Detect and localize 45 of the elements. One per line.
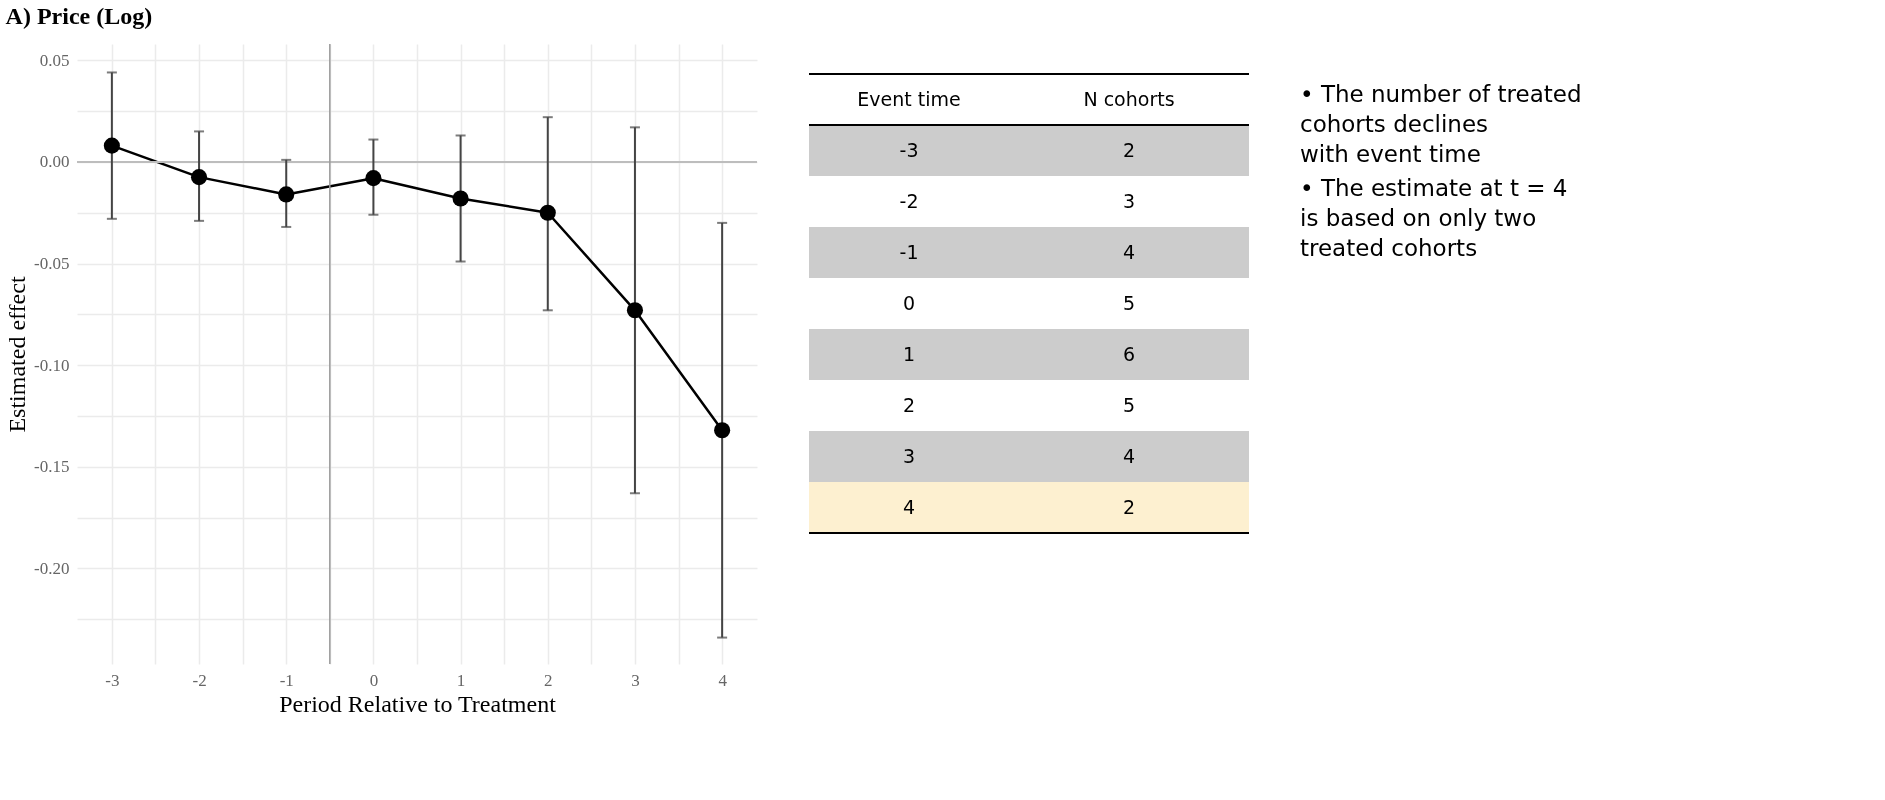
x-tick-label: 4 [718, 670, 728, 690]
text: Event time [857, 87, 961, 110]
point [278, 186, 295, 203]
point [190, 169, 208, 186]
text: N cohorts [1083, 87, 1175, 110]
text: -1 [899, 240, 919, 263]
y-tick-label: -0.10 [34, 355, 70, 375]
point [452, 190, 469, 207]
y-axis-title: Estimated effect [4, 276, 31, 433]
y-tick-label: -0.15 [34, 457, 70, 477]
text: • The number of treated cohorts declines with event time [1300, 81, 1582, 167]
text: 2 [1122, 138, 1136, 161]
text: 3 [902, 444, 916, 467]
point [103, 137, 120, 154]
x-tick-label: 2 [544, 670, 553, 690]
text: 3 [1122, 189, 1136, 212]
x-tick-label: 1 [456, 670, 466, 690]
y-tick-label: 0.00 [39, 152, 70, 172]
text: 2 [1122, 495, 1136, 518]
point [714, 422, 731, 439]
text: 4 [1122, 240, 1136, 263]
y-tick-label: -0.20 [34, 558, 70, 578]
x-tick-label: -1 [279, 670, 294, 690]
point [539, 204, 556, 221]
text: • The estimate at t = 4 is based on only two treated cohorts [1300, 175, 1568, 261]
text: 4 [1122, 444, 1136, 467]
x-tick-label: 0 [369, 670, 379, 690]
text: -2 [899, 189, 919, 212]
point [626, 302, 644, 319]
point [365, 170, 382, 187]
text: 6 [1122, 342, 1136, 365]
chart-title: A) Price (Log) [5, 3, 153, 30]
y-tick-label: 0.05 [39, 50, 70, 70]
text: 5 [1122, 393, 1136, 416]
x-axis-title: Period Relative to Treatment [279, 690, 557, 717]
text: 0 [902, 291, 916, 314]
x-tick-label: -2 [192, 670, 207, 690]
x-tick-label: -3 [105, 670, 120, 690]
text: 1 [902, 342, 916, 365]
y-tick-label: -0.05 [34, 254, 70, 274]
text: 4 [902, 495, 916, 518]
text: 5 [1122, 291, 1136, 314]
x-tick-label: 3 [631, 670, 640, 690]
text: 2 [902, 393, 916, 416]
text: -3 [899, 138, 919, 161]
